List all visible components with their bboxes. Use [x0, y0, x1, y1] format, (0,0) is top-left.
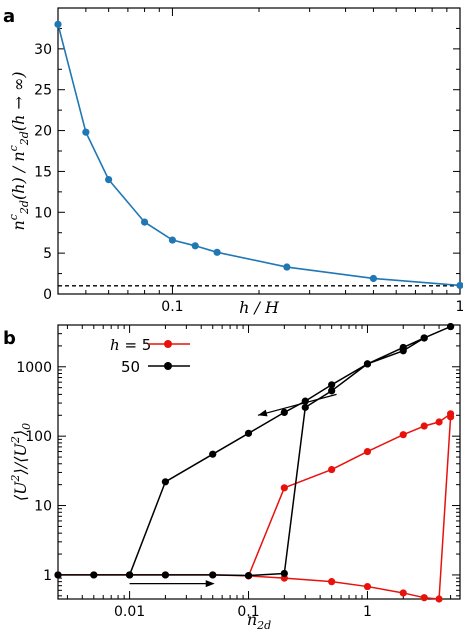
b-data-point-50: [363, 360, 372, 368]
panel-b-label: b: [3, 328, 16, 349]
a-ytick-label: 30: [34, 42, 52, 58]
a-series-line: [57, 24, 461, 287]
a-data-point: [191, 242, 199, 250]
b-data-point-50: [420, 334, 428, 342]
panel-b-frame: [57, 324, 461, 600]
b-ytick-label: 1000: [16, 360, 52, 376]
legend-entry-50-label: 50: [121, 358, 140, 376]
b-data-point-5: [435, 418, 443, 426]
a-data-point: [105, 176, 113, 184]
arrow-left-line: [257, 393, 337, 416]
b-data-point-5: [446, 410, 455, 418]
panel-a-series: [54, 20, 463, 290]
b-series-line-5: [58, 413, 452, 600]
b-xtick-label: 0.1: [237, 604, 259, 620]
b-data-point-50: [446, 322, 455, 331]
panel-a-label: a: [3, 6, 15, 27]
a-data-point: [82, 128, 90, 136]
a-xtick-label: 1: [456, 299, 463, 315]
panel-a-xlabel: h / H: [239, 298, 280, 317]
b-data-point-5: [363, 582, 372, 591]
legend-entry-5-label: h = 5: [110, 336, 151, 354]
a-data-point: [168, 236, 177, 244]
b-data-point-5: [328, 465, 336, 474]
b-data-point-50: [301, 403, 309, 411]
b-data-point-50: [244, 571, 253, 580]
b-data-point-50: [209, 571, 217, 579]
b-data-point-50: [209, 450, 217, 458]
a-ytick-label: 15: [34, 164, 52, 180]
legend-marker-5: [164, 340, 172, 348]
a-xtick-label: 0.1: [161, 299, 183, 315]
b-data-point-5: [328, 578, 336, 586]
b-data-point-50: [161, 571, 170, 579]
b-data-point-50: [161, 478, 170, 486]
a-ytick-label: 10: [34, 205, 52, 221]
a-ytick-label: 5: [43, 246, 52, 262]
b-data-point-50: [399, 343, 407, 352]
b-ytick-label: 100: [25, 429, 52, 445]
b-data-point-50: [280, 408, 288, 417]
b-data-point-50: [90, 571, 98, 579]
b-data-point-5: [399, 431, 407, 439]
a-data-point: [213, 248, 221, 256]
a-data-point: [283, 263, 291, 271]
b-data-point-50: [328, 387, 336, 395]
b-data-point-5: [280, 484, 288, 492]
b-xtick-label: 1: [363, 604, 372, 620]
b-series-line-50: [58, 325, 452, 577]
a-data-point: [456, 281, 463, 290]
b-ytick-label: 10: [34, 499, 52, 515]
b-ytick-label: 1: [43, 568, 52, 584]
b-data-point-5: [420, 594, 428, 602]
panel-a-ticks: 0 5 10 15 20 25 30 0.1 1: [34, 8, 463, 315]
b-data-point-50: [54, 571, 62, 579]
b-data-point-50: [126, 571, 134, 579]
a-ytick-label: 0: [43, 287, 52, 303]
arrow-right-head: [205, 580, 215, 588]
b-data-point-50: [244, 429, 253, 437]
a-ytick-label: 20: [34, 124, 52, 140]
a-data-point: [369, 274, 378, 283]
panel-b-ylabel: ⟨U2⟩/⟨U2⟩0: [9, 423, 33, 501]
a-data-point: [54, 20, 62, 28]
panel-a-frame: [57, 7, 461, 295]
b-data-point-50: [328, 381, 336, 389]
a-data-point: [140, 218, 149, 226]
panel-b-ticks: 1 10 100 1000 0.01 0.1 1: [16, 324, 461, 620]
b-data-point-50: [280, 569, 288, 578]
panel-b-series: [54, 322, 455, 603]
b-data-point-5: [435, 595, 443, 603]
b-data-point-5: [399, 589, 407, 597]
panel-a: a 0 5 10 15 20 25 30 0.1 1 h / H nc2d(h) / nc2d(…: [3, 6, 463, 317]
b-data-point-5: [363, 447, 372, 456]
panel-b-arrows: [129, 393, 337, 588]
panel-a-ylabel: nc2d(h) / nc2d(h → ∞): [7, 71, 31, 230]
a-ytick-label: 25: [34, 83, 52, 99]
b-xtick-label: 0.01: [114, 604, 145, 620]
legend: h = 5 50: [110, 336, 190, 376]
arrow-left-head: [257, 409, 268, 417]
b-data-point-5: [420, 422, 428, 430]
legend-marker-50: [164, 362, 172, 370]
